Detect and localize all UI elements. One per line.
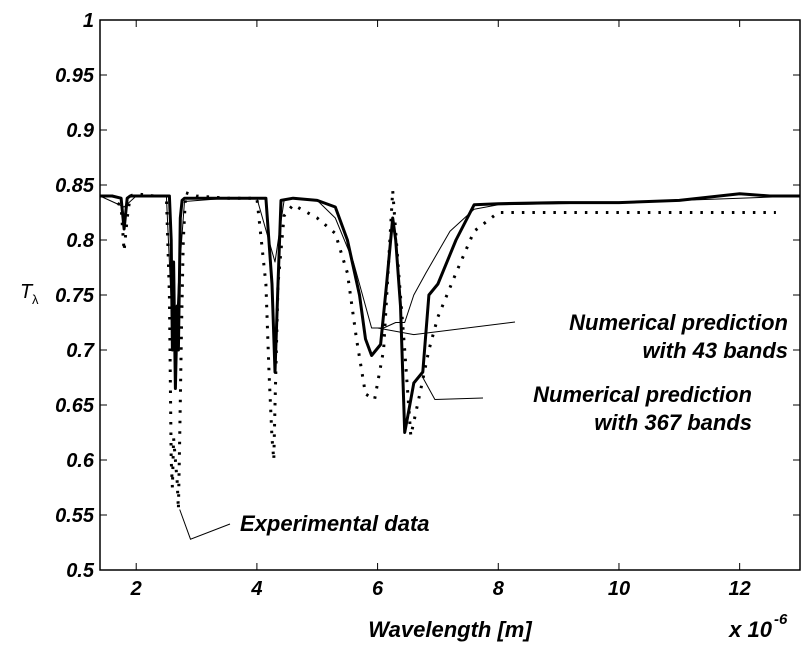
x-tick-label: 4 bbox=[250, 578, 262, 600]
y-tick-label: 0.6 bbox=[66, 450, 95, 472]
series-experimental-dots bbox=[100, 189, 776, 511]
x-ticks: 2 4 6 8 10 12 bbox=[130, 20, 751, 600]
y-tick-label: 0.95 bbox=[55, 65, 95, 87]
annotation-367-bands-line2: with 367 bands bbox=[594, 410, 752, 435]
annotation-43-bands-line1: Numerical prediction bbox=[569, 310, 788, 335]
leader-43-bands bbox=[377, 321, 516, 336]
y-tick-label: 1 bbox=[83, 10, 94, 32]
annotation-leaders bbox=[179, 321, 516, 540]
x-tick-label: 10 bbox=[608, 578, 630, 600]
y-tick-label: 0.9 bbox=[66, 120, 95, 142]
y-axis-label-subscript: λ bbox=[32, 292, 39, 307]
x-axis-label: Wavelength [m] bbox=[368, 617, 532, 642]
leader-experimental bbox=[179, 509, 231, 540]
y-tick-label: 0.8 bbox=[66, 230, 95, 252]
y-tick-label: 0.75 bbox=[55, 285, 95, 307]
x-tick-label: 2 bbox=[130, 578, 142, 600]
y-ticks: 0.5 0.55 0.6 0.65 0.7 0.75 0.8 0.85 0.9 0.95 1 bbox=[55, 10, 800, 582]
x-tick-label: 6 bbox=[372, 578, 384, 600]
x-tick-label: 12 bbox=[729, 578, 751, 600]
series-layer bbox=[99, 189, 801, 511]
y-tick-label: 0.55 bbox=[55, 505, 95, 527]
x-exponent-label: x 10 bbox=[728, 617, 773, 642]
y-axis-label: T bbox=[20, 281, 34, 303]
plot-area bbox=[100, 20, 800, 570]
annotation-experimental-data: Experimental data bbox=[240, 511, 430, 536]
y-tick-label: 0.85 bbox=[55, 175, 95, 197]
annotation-43-bands-line2: with 43 bands bbox=[643, 338, 788, 363]
annotation-367-bands-line1: Numerical prediction bbox=[533, 382, 752, 407]
y-tick-label: 0.7 bbox=[66, 340, 95, 362]
y-tick-label: 0.5 bbox=[66, 560, 95, 582]
x-exponent-power: -6 bbox=[774, 611, 788, 628]
leader-367-bands bbox=[422, 377, 484, 401]
series-43-bands-line bbox=[99, 195, 801, 351]
x-tick-label: 8 bbox=[493, 578, 505, 600]
y-tick-label: 0.65 bbox=[55, 395, 95, 417]
